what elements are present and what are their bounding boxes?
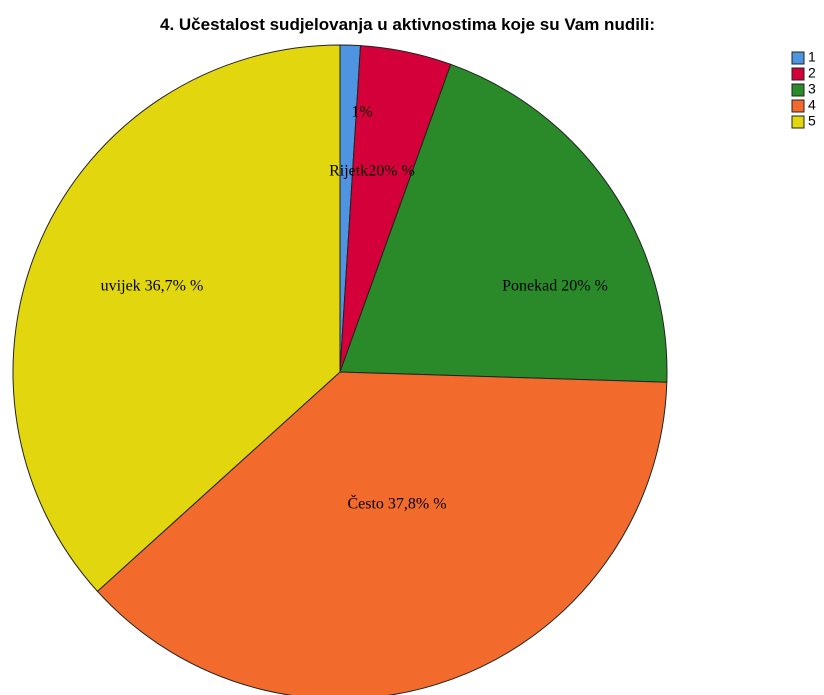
legend-label: 2 — [808, 65, 816, 81]
legend-swatch — [791, 67, 805, 81]
legend-label: 1 — [808, 49, 816, 65]
pie-slice — [96, 371, 668, 695]
legend-swatch — [791, 51, 805, 65]
chart-title: 4. Učestalost sudjelovanja u aktivnostim… — [160, 15, 655, 34]
slice-label: Često 37,8% % — [347, 494, 446, 513]
legend-label: 3 — [808, 81, 816, 97]
legend-swatch — [791, 115, 805, 129]
slice-label: Rijetk20% % — [329, 163, 415, 180]
legend-label: 4 — [808, 97, 816, 113]
slice-label: 1% — [351, 104, 372, 121]
slice-label: Ponekad 20% % — [502, 278, 608, 295]
legend-swatch — [791, 99, 805, 113]
pie-slice — [339, 63, 668, 383]
legend-label: 5 — [808, 113, 816, 129]
slice-label: uvijek 36,7% % — [101, 278, 204, 295]
pie-slice — [12, 44, 341, 593]
legend-swatch — [791, 83, 805, 97]
